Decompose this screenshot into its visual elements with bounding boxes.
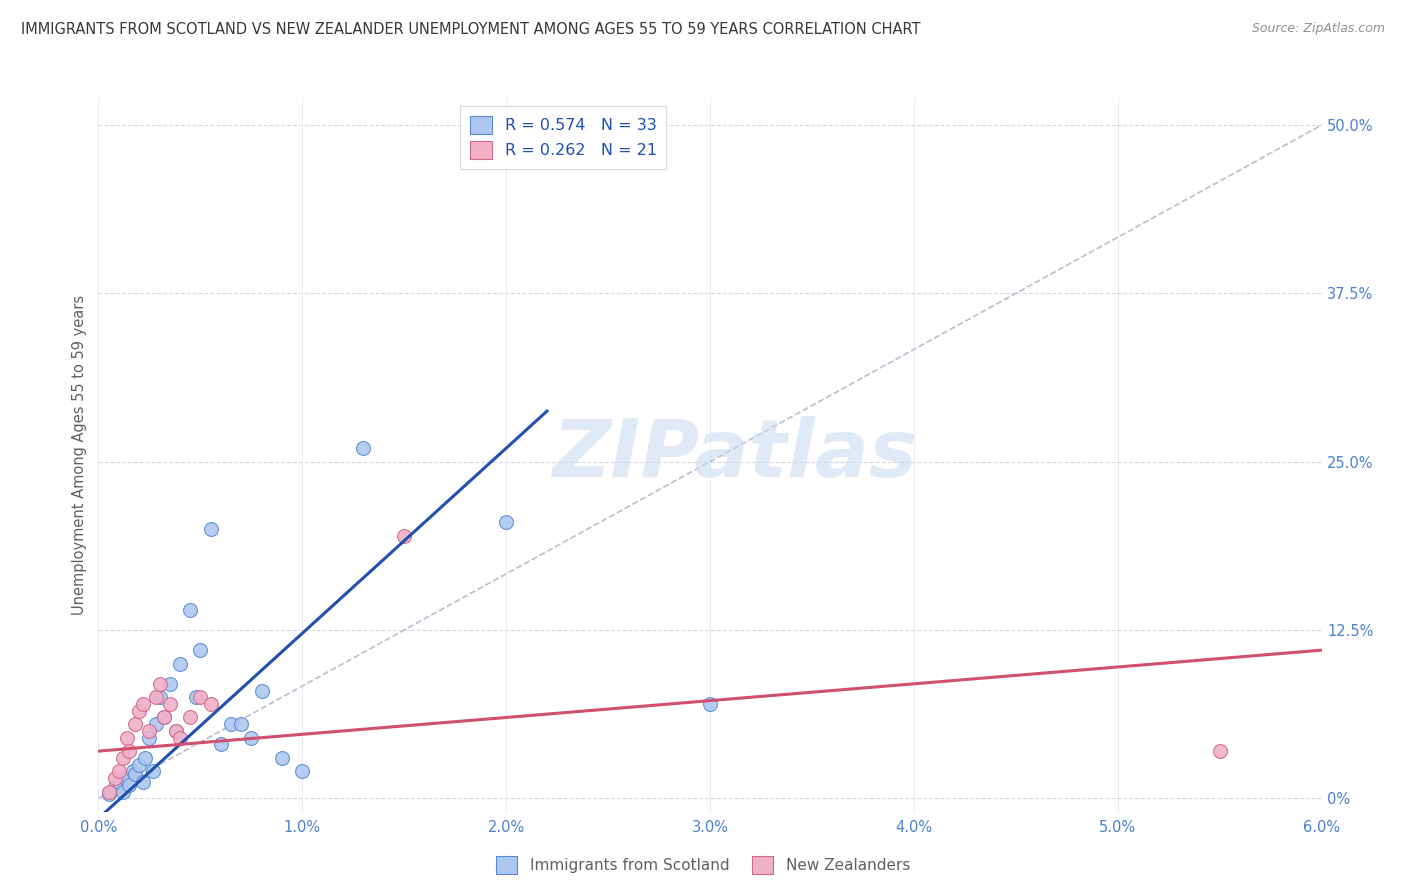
- Point: [138, 731, 160, 745]
- Point: [108, 775, 131, 789]
- Point: [122, 764, 145, 779]
- Point: [115, 731, 138, 745]
- Point: [219, 717, 242, 731]
- Point: [97, 784, 120, 798]
- Point: [159, 697, 181, 711]
- Point: [270, 751, 292, 765]
- Point: [111, 784, 134, 798]
- Point: [188, 690, 212, 705]
- Point: [186, 690, 208, 705]
- Point: [118, 778, 141, 792]
- Point: [128, 757, 150, 772]
- Point: [250, 683, 273, 698]
- Point: [291, 764, 314, 779]
- Point: [392, 529, 416, 543]
- Point: [132, 775, 155, 789]
- Point: [108, 764, 131, 779]
- Point: [111, 751, 134, 765]
- Legend: R = 0.574   N = 33, R = 0.262   N = 21: R = 0.574 N = 33, R = 0.262 N = 21: [460, 106, 666, 169]
- Point: [132, 697, 155, 711]
- Point: [188, 643, 212, 657]
- Y-axis label: Unemployment Among Ages 55 to 59 years: Unemployment Among Ages 55 to 59 years: [72, 295, 87, 615]
- Point: [124, 717, 146, 731]
- Point: [165, 723, 187, 738]
- Point: [200, 697, 222, 711]
- Point: [1208, 744, 1230, 758]
- Point: [209, 738, 232, 752]
- Point: [138, 723, 160, 738]
- Point: [142, 764, 165, 779]
- Point: [97, 787, 120, 801]
- Point: [149, 677, 172, 691]
- Point: [152, 710, 174, 724]
- Point: [145, 717, 167, 731]
- Point: [169, 657, 191, 671]
- Point: [118, 744, 141, 758]
- Legend: Immigrants from Scotland, New Zealanders: Immigrants from Scotland, New Zealanders: [489, 850, 917, 880]
- Point: [159, 677, 181, 691]
- Text: ZIPatlas: ZIPatlas: [553, 416, 917, 494]
- Point: [114, 771, 136, 785]
- Text: IMMIGRANTS FROM SCOTLAND VS NEW ZEALANDER UNEMPLOYMENT AMONG AGES 55 TO 59 YEARS: IMMIGRANTS FROM SCOTLAND VS NEW ZEALANDE…: [21, 22, 921, 37]
- Point: [145, 690, 167, 705]
- Point: [699, 697, 721, 711]
- Point: [165, 723, 187, 738]
- Point: [128, 704, 150, 718]
- Point: [179, 603, 201, 617]
- Point: [124, 767, 146, 781]
- Point: [104, 771, 127, 785]
- Point: [200, 522, 222, 536]
- Point: [169, 731, 191, 745]
- Point: [134, 751, 156, 765]
- Point: [179, 710, 201, 724]
- Point: [240, 731, 263, 745]
- Point: [352, 441, 374, 455]
- Point: [104, 780, 127, 795]
- Point: [149, 690, 172, 705]
- Point: [495, 515, 517, 529]
- Point: [229, 717, 253, 731]
- Text: Source: ZipAtlas.com: Source: ZipAtlas.com: [1251, 22, 1385, 36]
- Point: [152, 710, 174, 724]
